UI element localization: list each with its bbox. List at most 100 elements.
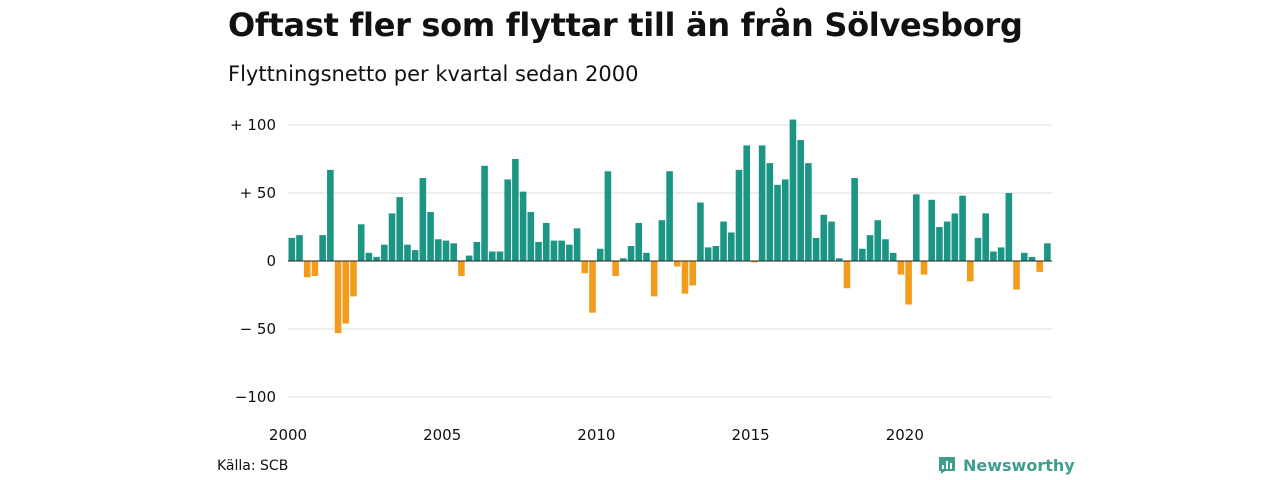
bar <box>596 248 604 261</box>
bar <box>350 261 357 297</box>
bar <box>743 145 750 261</box>
bar <box>411 250 419 261</box>
bar <box>812 237 820 261</box>
x-tick-label: 2020 <box>886 426 924 444</box>
bar <box>866 235 874 261</box>
newsworthy-logo: Newsworthy <box>937 455 1075 475</box>
bar <box>974 237 982 261</box>
bar <box>519 191 527 261</box>
bar <box>604 171 612 261</box>
bar <box>535 241 542 261</box>
bar <box>1036 261 1043 272</box>
bar <box>573 228 581 261</box>
y-tick-label: 0 <box>266 252 276 270</box>
bar <box>319 235 326 261</box>
bar <box>951 213 959 261</box>
bar <box>365 252 373 261</box>
bar <box>1020 252 1028 261</box>
bar <box>727 232 735 261</box>
x-tick-label: 2010 <box>577 426 615 444</box>
bar <box>712 246 720 261</box>
bar <box>512 159 519 261</box>
bar <box>666 171 673 261</box>
bar <box>943 221 951 261</box>
bar <box>913 194 920 261</box>
bar <box>442 240 450 261</box>
y-axis-labels: + 100 + 50 0 − 50 −100 <box>230 116 276 406</box>
bar <box>558 240 565 261</box>
bar <box>681 261 689 294</box>
bar <box>1005 193 1013 261</box>
bar <box>357 224 365 261</box>
gridlines <box>288 124 1052 398</box>
bar <box>635 222 643 261</box>
bar <box>689 261 697 286</box>
bar <box>874 220 882 261</box>
bar <box>997 247 1005 261</box>
bar <box>889 252 897 261</box>
bar <box>720 221 727 261</box>
bar <box>797 139 804 261</box>
bar <box>789 119 797 261</box>
bar <box>481 165 488 261</box>
bar <box>450 243 458 261</box>
bar <box>581 261 589 274</box>
bar <box>820 214 828 261</box>
bar <box>473 241 481 261</box>
bar <box>527 212 535 261</box>
bar <box>373 256 380 261</box>
bar <box>612 261 619 276</box>
bar <box>504 179 511 261</box>
bar <box>966 261 974 282</box>
bar <box>905 261 912 305</box>
bar <box>643 252 650 261</box>
bar <box>381 244 388 261</box>
bar <box>774 184 781 261</box>
bar <box>434 239 442 261</box>
bar <box>758 145 766 261</box>
bar <box>1044 243 1051 261</box>
bar <box>327 169 334 261</box>
bar <box>396 197 404 261</box>
bar <box>496 251 504 261</box>
x-tick-label: 2015 <box>732 426 770 444</box>
bar <box>936 227 943 261</box>
newsworthy-logo-icon <box>939 457 955 474</box>
bar <box>982 213 989 261</box>
bar <box>342 261 350 324</box>
y-tick-label: − 50 <box>240 320 276 338</box>
bar <box>751 261 758 263</box>
chart-subtitle: Flyttningsnetto per kvartal sedan 2000 <box>228 62 639 86</box>
y-tick-label: + 100 <box>230 116 276 134</box>
bar <box>805 163 812 261</box>
bar <box>828 221 835 261</box>
y-tick-label: −100 <box>235 388 276 406</box>
bar <box>334 261 342 334</box>
bar <box>990 251 997 261</box>
bar <box>1028 256 1036 261</box>
bar <box>859 248 866 261</box>
bar <box>897 261 905 275</box>
bar <box>427 212 434 261</box>
newsworthy-logo-text: Newsworthy <box>963 455 1075 475</box>
bar <box>959 195 966 261</box>
bar <box>465 255 473 261</box>
bar <box>658 220 666 261</box>
bar <box>550 240 558 261</box>
bar <box>311 261 319 276</box>
bar <box>458 261 465 276</box>
bar <box>288 237 296 261</box>
bar <box>419 178 427 261</box>
bar <box>781 179 789 261</box>
bar <box>928 199 936 261</box>
bar <box>488 251 496 261</box>
bar <box>627 246 635 261</box>
bar <box>620 258 627 261</box>
bar <box>735 169 743 261</box>
bar <box>1013 261 1020 290</box>
chart-title: Oftast fler som flyttar till än från Söl… <box>228 6 1023 44</box>
bar <box>542 222 550 261</box>
bar <box>843 261 851 289</box>
bar <box>704 247 712 261</box>
bar <box>882 239 889 261</box>
